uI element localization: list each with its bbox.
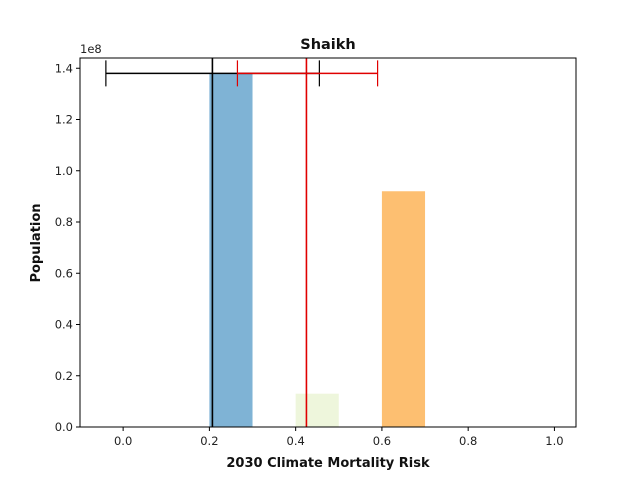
y-tick-label-5: 1.0 xyxy=(55,164,73,178)
y-tick-label-4: 0.8 xyxy=(55,215,73,229)
bar-0 xyxy=(209,73,253,427)
x-tick-label-3: 0.6 xyxy=(373,434,391,448)
y-tick-label-3: 0.6 xyxy=(55,266,73,280)
x-axis-label: 2030 Climate Mortality Risk xyxy=(226,456,430,471)
y-tick-label-7: 1.4 xyxy=(55,61,73,75)
axes-frame xyxy=(79,57,577,428)
chart-title: Shaikh xyxy=(300,37,356,53)
x-tick-label-0: 0.0 xyxy=(114,434,132,448)
y-tick-label-2: 0.4 xyxy=(55,318,73,332)
x-tick-label-1: 0.2 xyxy=(200,434,218,448)
bar-1 xyxy=(295,393,339,427)
plot-area: 0.0 0.2 0.4 0.6 0.8 1.0 0.0 0.2 0.4 0.6 0.8 1.0 1.2 1… xyxy=(55,57,577,448)
y-axis-label: Population xyxy=(29,203,44,282)
y-tick-label-0: 0.0 xyxy=(55,420,73,434)
y-tick-label-6: 1.2 xyxy=(55,113,73,127)
y-axis-multiplier: 1e8 xyxy=(80,42,102,56)
x-tick-label-2: 0.4 xyxy=(287,434,305,448)
bar-2 xyxy=(381,191,426,427)
x-tick-label-5: 1.0 xyxy=(545,434,563,448)
x-tick-label-4: 0.8 xyxy=(459,434,477,448)
y-tick-label-1: 0.2 xyxy=(55,369,73,383)
